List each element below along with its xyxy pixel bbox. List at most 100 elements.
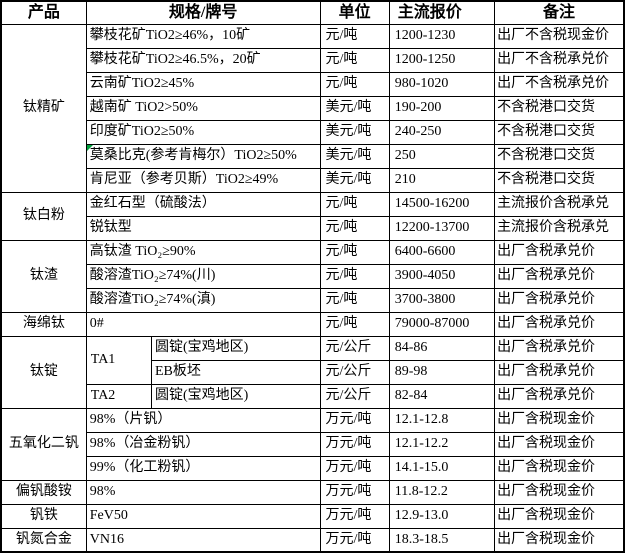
price-cell: 1200-1230 [388, 23, 496, 49]
unit-cell: 元/吨 [319, 239, 390, 265]
table-row: 钛精矿 攀枝花矿TiO2≥46%，10矿 元/吨 1200-1230 出厂不含税… [0, 23, 625, 193]
unit-cell: 美元/吨 [319, 119, 390, 145]
note-cell: 出厂含税承兑价 [494, 311, 625, 337]
col-header-product: 产品 [0, 0, 87, 25]
spec-cell: EB板坯 [150, 359, 321, 385]
product-cell-sponge-ti: 海绵钛 [0, 311, 87, 337]
note-cell: 不含税港口交货 [494, 143, 625, 169]
note-cell: 出厂不含税现金价 [494, 23, 625, 49]
product-cell-ti-slag: 钛渣 [0, 239, 87, 313]
unit-cell: 美元/吨 [319, 167, 390, 193]
note-cell: 出厂含税承兑价 [494, 359, 625, 385]
unit-cell: 美元/吨 [319, 95, 390, 121]
table-row: 肯尼亚（参考贝斯）TiO2≥49% 美元/吨 210 不含税港口交货 [1, 167, 625, 193]
product-cell-vn-alloy: 钒氮合金 [0, 527, 87, 553]
product-cell-ti-concentrate: 钛精矿 [0, 23, 87, 193]
spec-cell: 98%（片钒） [85, 407, 321, 433]
note-cell: 不含税港口交货 [494, 119, 625, 145]
unit-cell: 元/吨 [319, 71, 390, 97]
note-cell: 出厂含税现金价 [494, 407, 625, 433]
price-cell: 14.1-15.0 [388, 455, 496, 481]
unit-cell: 元/吨 [319, 287, 390, 313]
spec-cell: 98%（冶金粉钒） [85, 431, 321, 457]
table-row: 99%（化工粉钒） 万元/吨 14.1-15.0 出厂含税现金价 [1, 455, 625, 481]
note-cell: 出厂含税承兑价 [494, 287, 625, 313]
table-row: 五氧化二钒 98%（片钒） 万元/吨 12.1-12.8 出厂含税现金价 [0, 407, 625, 481]
unit-cell: 元/吨 [319, 47, 390, 73]
unit-cell: 万元/吨 [319, 479, 390, 505]
table-row: 越南矿 TiO2>50% 美元/吨 190-200 不含税港口交货 [1, 95, 625, 121]
table-row: 钛渣 高钛渣 TiO₂≥90% 元/吨 6400-6600 出厂含税承兑价 [0, 239, 625, 313]
unit-cell: 元/公斤 [319, 335, 390, 361]
price-cell: 12.1-12.2 [388, 431, 496, 457]
product-cell-ti-dioxide: 钛白粉 [0, 191, 87, 241]
price-cell: 82-84 [388, 383, 496, 409]
table-row: 莫桑比克(参考肯梅尔）TiO2≥50% 美元/吨 250 不含税港口交货 [1, 143, 625, 169]
table-row: 酸溶渣TiO₂≥74%(滇) 元/吨 3700-3800 出厂含税承兑价 [1, 287, 625, 313]
product-cell-ferrovanadium: 钒铁 [0, 503, 87, 529]
note-cell: 出厂含税现金价 [494, 455, 625, 481]
note-cell: 出厂不含税承兑价 [494, 71, 625, 97]
table-row: EB板坯 元/公斤 89-98 出厂含税承兑价 [1, 359, 625, 385]
spec-cell: 云南矿TiO2≥45% [85, 71, 321, 97]
spec-cell: 攀枝花矿TiO2≥46%，10矿 [85, 23, 321, 49]
unit-cell: 万元/吨 [319, 455, 390, 481]
note-cell: 出厂含税现金价 [494, 479, 625, 505]
table-row: 偏钒酸铵 98% 万元/吨 11.8-12.2 出厂含税现金价 [0, 479, 625, 505]
spec-cell: 酸溶渣TiO₂≥74%(滇) [85, 287, 321, 313]
price-cell: 3900-4050 [388, 263, 496, 289]
table-row: 海绵钛 0# 元/吨 79000-87000 出厂含税承兑价 [0, 311, 625, 337]
spec-cell: 越南矿 TiO2>50% [85, 95, 321, 121]
table-row: TA2 圆锭(宝鸡地区) 元/公斤 82-84 出厂含税承兑价 [1, 383, 625, 409]
price-cell: 240-250 [388, 119, 496, 145]
price-cell: 12.1-12.8 [388, 407, 496, 433]
spec-text: 莫桑比克(参考肯梅尔）TiO2≥50% [89, 148, 297, 164]
note-cell: 不含税港口交货 [494, 95, 625, 121]
price-cell: 14500-16200 [388, 191, 496, 217]
comment-marker [87, 145, 93, 151]
price-cell: 11.8-12.2 [388, 479, 496, 505]
spec-cell: 锐钛型 [85, 215, 321, 241]
unit-cell: 万元/吨 [319, 503, 390, 529]
col-header-note: 备注 [494, 0, 625, 25]
note-cell: 主流报价含税承兑 [494, 215, 625, 241]
table-row: 钛白粉 金红石型（硫酸法） 元/吨 14500-16200 主流报价含税承兑 [0, 191, 625, 241]
grade-cell: TA2 [85, 383, 152, 409]
table-row: 钒氮合金 VN16 万元/吨 18.3-18.5 出厂含税现金价 [0, 527, 625, 553]
note-cell: 出厂含税现金价 [494, 503, 625, 529]
price-cell: 12.9-13.0 [388, 503, 496, 529]
unit-cell: 元/吨 [319, 215, 390, 241]
note-cell: 出厂含税承兑价 [494, 239, 625, 265]
product-cell-v2o5: 五氧化二钒 [0, 407, 87, 481]
unit-cell: 元/吨 [319, 23, 390, 49]
col-header-spec: 规格/牌号 [85, 0, 321, 25]
table-row: 锐钛型 元/吨 12200-13700 主流报价含税承兑 [1, 215, 625, 241]
spec-cell: 0# [85, 311, 321, 337]
note-cell: 出厂含税现金价 [494, 431, 625, 457]
product-cell-ammonium-metavanadate: 偏钒酸铵 [0, 479, 87, 505]
spec-cell: 印度矿TiO2≥50% [85, 119, 321, 145]
price-cell: 190-200 [388, 95, 496, 121]
spec-cell: 99%（化工粉钒） [85, 455, 321, 481]
spec-cell: 金红石型（硫酸法） [85, 191, 321, 217]
note-cell: 出厂不含税承兑价 [494, 47, 625, 73]
note-cell: 出厂含税现金价 [494, 527, 625, 553]
price-cell: 3700-3800 [388, 287, 496, 313]
table-row: 攀枝花矿TiO2≥46.5%，20矿 元/吨 1200-1250 出厂不含税承兑… [1, 47, 625, 73]
price-cell: 6400-6600 [388, 239, 496, 265]
price-cell: 12200-13700 [388, 215, 496, 241]
price-cell: 84-86 [388, 335, 496, 361]
table-row: 98%（冶金粉钒） 万元/吨 12.1-12.2 出厂含税现金价 [1, 431, 625, 457]
spec-cell-mozambique: 莫桑比克(参考肯梅尔）TiO2≥50% [85, 143, 321, 169]
spec-cell: VN16 [85, 527, 321, 553]
price-cell: 210 [388, 167, 496, 193]
note-cell: 出厂含税承兑价 [494, 383, 625, 409]
table-row: 云南矿TiO2≥45% 元/吨 980-1020 出厂不含税承兑价 [1, 71, 625, 97]
spec-cell: 圆锭(宝鸡地区) [150, 335, 321, 361]
note-cell: 出厂含税承兑价 [494, 263, 625, 289]
table-row: 钒铁 FeV50 万元/吨 12.9-13.0 出厂含税现金价 [0, 503, 625, 529]
table-row: 酸溶渣TiO₂≥74%(川) 元/吨 3900-4050 出厂含税承兑价 [1, 263, 625, 289]
price-cell: 250 [388, 143, 496, 169]
grade-cell: TA1 [85, 335, 152, 385]
unit-cell: 万元/吨 [319, 527, 390, 553]
